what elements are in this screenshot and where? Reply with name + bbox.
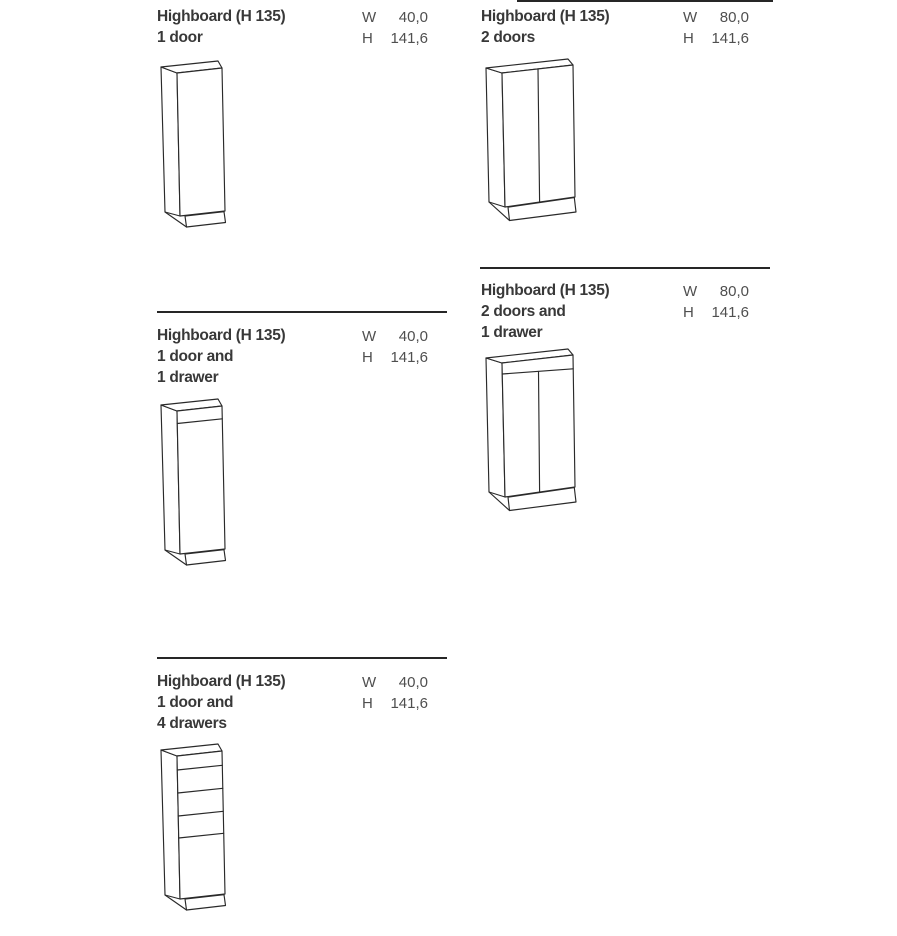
spec-row-height: H 141,6 xyxy=(683,302,749,323)
cabinet-plinth-edge xyxy=(164,894,188,911)
dimension-specs: W 40,0 H 141,6 xyxy=(362,326,428,368)
cabinet-drawing-1-door-1-drawer xyxy=(160,398,227,566)
product-title: Highboard (H 135) 2 doors and 1 drawer xyxy=(481,280,610,343)
width-label: W xyxy=(683,283,698,300)
dimension-specs: W 40,0 H 141,6 xyxy=(362,672,428,714)
width-value: 40,0 xyxy=(398,674,428,691)
spec-row-width: W 40,0 xyxy=(362,326,428,347)
width-label: W xyxy=(362,674,377,691)
door-split-line xyxy=(537,370,541,493)
cabinet-drawing-1-door xyxy=(160,60,227,228)
spec-row-width: W 40,0 xyxy=(362,7,428,28)
dimension-specs: W 40,0 H 141,6 xyxy=(362,7,428,49)
drawer-line xyxy=(177,810,224,817)
cabinet-plinth-edge xyxy=(164,211,188,228)
width-value: 40,0 xyxy=(398,328,428,345)
product-title-line: Highboard (H 135) xyxy=(157,673,286,690)
cabinet-plinth-edge xyxy=(164,549,188,566)
width-value: 80,0 xyxy=(719,283,749,300)
product-title-line: Highboard (H 135) xyxy=(157,327,286,344)
width-label: W xyxy=(362,9,377,26)
product-title-line: 2 doors xyxy=(481,29,535,46)
section-divider-top xyxy=(517,0,773,2)
cabinet-plinth-edge xyxy=(488,201,511,222)
product-title-line: 1 drawer xyxy=(481,324,543,341)
section-divider xyxy=(480,267,770,269)
door-split-line xyxy=(537,68,541,203)
height-value: 141,6 xyxy=(390,30,428,47)
spec-row-height: H 141,6 xyxy=(683,28,749,49)
product-title-line: Highboard (H 135) xyxy=(481,8,610,25)
cabinet-front-door xyxy=(176,67,226,217)
cabinet-drawing-2-doors xyxy=(485,58,577,222)
cabinet-plinth-edge xyxy=(488,491,511,512)
cabinet-front-door xyxy=(176,750,226,900)
product-title: Highboard (H 135) 2 doors xyxy=(481,6,610,48)
product-title-line: Highboard (H 135) xyxy=(157,8,286,25)
spec-row-height: H 141,6 xyxy=(362,693,428,714)
section-divider xyxy=(157,657,447,659)
drawer-line xyxy=(177,787,224,794)
cabinet-drawing-2-doors-1-drawer xyxy=(485,348,577,512)
cabinet-plinth xyxy=(507,197,577,222)
cabinet-drawing-1-door-4-drawers xyxy=(160,743,227,911)
height-value: 141,6 xyxy=(711,304,749,321)
height-label: H xyxy=(362,30,373,47)
spec-row-width: W 80,0 xyxy=(683,7,749,28)
product-title-line: 1 door xyxy=(157,29,203,46)
width-value: 40,0 xyxy=(398,9,428,26)
product-title-line: 4 drawers xyxy=(157,715,227,732)
height-label: H xyxy=(683,304,694,321)
spec-row-width: W 40,0 xyxy=(362,672,428,693)
width-value: 80,0 xyxy=(719,9,749,26)
drawer-line xyxy=(176,418,223,425)
product-title: Highboard (H 135) 1 door xyxy=(157,6,286,48)
product-title: Highboard (H 135) 1 door and 1 drawer xyxy=(157,325,286,388)
cabinet-front-door xyxy=(176,405,226,555)
width-label: W xyxy=(683,9,698,26)
height-label: H xyxy=(362,695,373,712)
cabinet-plinth xyxy=(184,211,227,228)
cabinet-plinth xyxy=(184,549,227,566)
product-title-line: 1 door and xyxy=(157,348,234,365)
height-value: 141,6 xyxy=(390,349,428,366)
product-title: Highboard (H 135) 1 door and 4 drawers xyxy=(157,671,286,734)
cabinet-plinth xyxy=(184,894,227,911)
height-value: 141,6 xyxy=(711,30,749,47)
product-title-line: 1 drawer xyxy=(157,369,219,386)
spec-row-height: H 141,6 xyxy=(362,347,428,368)
product-title-line: Highboard (H 135) xyxy=(481,282,610,299)
drawer-line xyxy=(176,764,223,771)
product-title-line: 1 door and xyxy=(157,694,234,711)
drawer-line xyxy=(178,832,225,839)
spec-row-width: W 80,0 xyxy=(683,281,749,302)
height-value: 141,6 xyxy=(390,695,428,712)
height-label: H xyxy=(362,349,373,366)
product-title-line: 2 doors and xyxy=(481,303,566,320)
height-label: H xyxy=(683,30,694,47)
dimension-specs: W 80,0 H 141,6 xyxy=(683,281,749,323)
spec-row-height: H 141,6 xyxy=(362,28,428,49)
section-divider xyxy=(157,311,447,313)
cabinet-plinth xyxy=(507,487,577,512)
dimension-specs: W 80,0 H 141,6 xyxy=(683,7,749,49)
width-label: W xyxy=(362,328,377,345)
drawer-line xyxy=(501,368,574,375)
